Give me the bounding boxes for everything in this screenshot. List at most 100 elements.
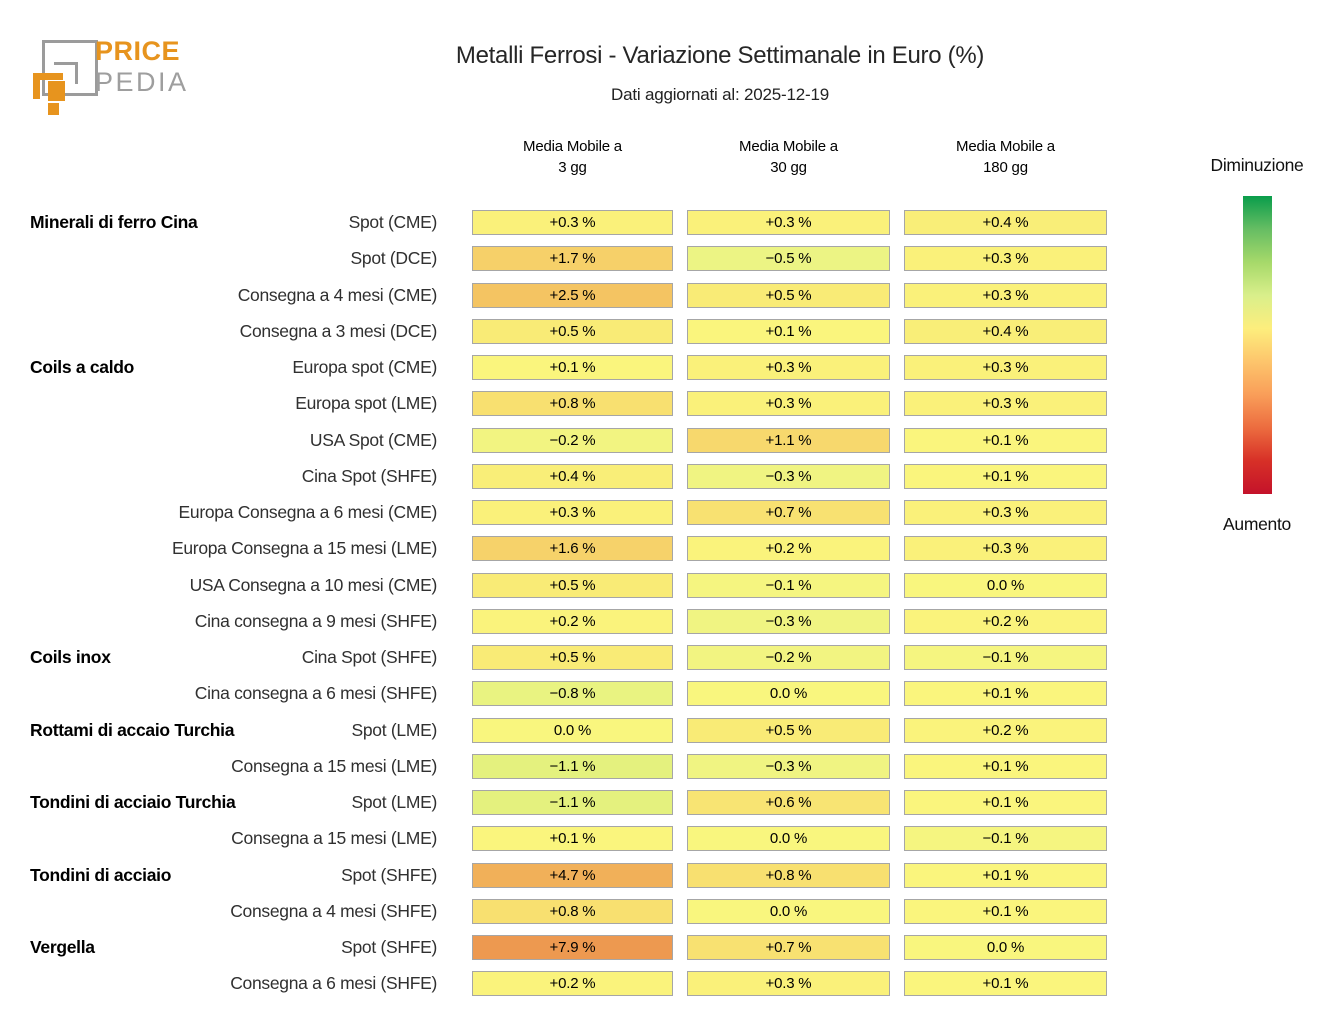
- table-row: Consegna a 15 mesi (LME) −1.1 % −0.3 % +0.1…: [30, 753, 1120, 779]
- row-label: Spot (CME): [348, 212, 438, 232]
- group-label: Vergella: [30, 937, 95, 957]
- chart-title: Metalli Ferrosi - Variazione Settimanale…: [455, 42, 985, 69]
- column-header: Media Mobile a 30 gg: [739, 138, 838, 176]
- heatmap-cell: −0.3 %: [687, 608, 890, 634]
- row-label: Cina Spot (SHFE): [301, 465, 438, 486]
- logo-orange-square: [48, 81, 65, 101]
- group-label: Tondini di acciaio: [30, 864, 172, 885]
- table-row: Tondini di acciaio Spot (SHFE) +4.7 % +0.8 …: [30, 862, 1120, 888]
- heatmap-cell: −0.1 %: [687, 572, 890, 598]
- group-label: Coils a caldo: [30, 357, 135, 377]
- heatmap-cell: +0.3 %: [904, 246, 1107, 272]
- table-row: Cina consegna a 9 mesi (SHFE) +0.2 % −0.3 …: [30, 608, 1120, 634]
- heatmap-cell: −0.1 %: [904, 826, 1107, 852]
- table-row: Consegna a 4 mesi (SHFE) +0.8 % 0.0 % +0.1 …: [30, 898, 1120, 924]
- row-label: Europa spot (LME): [295, 393, 437, 414]
- legend-gradient-bar: [1243, 196, 1272, 494]
- heatmap-cell: 0.0 %: [472, 717, 673, 743]
- heatmap-cell: +0.1 %: [687, 318, 890, 344]
- legend-label-decrease: Diminuzione: [1210, 155, 1304, 175]
- heatmap-cell: +0.5 %: [472, 645, 673, 670]
- logo-outer-square: [42, 40, 98, 96]
- heatmap-cell: 0.0 %: [904, 572, 1107, 598]
- logo-orange-bar-top: [33, 73, 63, 80]
- heatmap-cell: +0.1 %: [904, 898, 1107, 924]
- heatmap-cell: +0.5 %: [472, 318, 673, 344]
- logo-orange-bar-left: [33, 73, 40, 99]
- table-row: Europa Consegna a 15 mesi (LME) +1.6 % +0.…: [30, 536, 1120, 562]
- heatmap-cell: −0.3 %: [687, 463, 890, 489]
- table-row: Spot (DCE) +1.7 % −0.5 % +0.3 %: [30, 246, 1120, 272]
- heatmap-cell: +0.3 %: [904, 536, 1107, 562]
- table-row: USA Spot (CME) −0.2 % +1.1 % +0.1 %: [30, 427, 1120, 453]
- heatmap-cell: +0.3 %: [904, 355, 1107, 380]
- group-label: Coils inox: [30, 647, 111, 667]
- heatmap-cell: +0.3 %: [904, 500, 1107, 525]
- row-label: Consegna a 4 mesi (CME): [237, 284, 438, 305]
- table-row: Tondini di acciaio Turchia Spot (LME) −1.1…: [30, 790, 1120, 815]
- heatmap-cell: 0.0 %: [904, 935, 1107, 960]
- logo-word-price: PRICE: [95, 36, 181, 66]
- heatmap-cell: +0.3 %: [472, 500, 673, 525]
- heatmap-cell: +0.8 %: [472, 391, 673, 417]
- row-label: Consegna a 15 mesi (LME): [231, 828, 437, 849]
- heatmap-cell: +0.4 %: [904, 210, 1107, 235]
- heatmap-cell: −0.1 %: [904, 645, 1107, 670]
- heatmap-cell: +0.1 %: [904, 753, 1107, 779]
- legend-label-increase: Aumento: [1223, 514, 1291, 534]
- heatmap-table: Minerali di ferro Cina Spot (CME) +0.3 % +0…: [30, 0, 1120, 1020]
- row-label: Europa spot (CME): [292, 357, 437, 377]
- heatmap-cell: −0.8 %: [472, 681, 673, 707]
- heatmap-cell: +0.2 %: [472, 608, 673, 634]
- heatmap-cell: −0.5 %: [687, 246, 890, 272]
- row-label: Consegna a 6 mesi (SHFE): [230, 973, 437, 994]
- heatmap-cell: +0.4 %: [472, 463, 673, 489]
- row-label: Cina consegna a 6 mesi (SHFE): [194, 683, 438, 704]
- row-label: Spot (LME): [351, 792, 438, 812]
- table-row: Cina consegna a 6 mesi (SHFE) −0.8 % 0.0 %…: [30, 681, 1120, 707]
- heatmap-cell: +1.7 %: [472, 246, 673, 272]
- pricepedia-logo: PRICE PEDIA: [33, 34, 298, 126]
- table-row: Europa spot (LME) +0.8 % +0.3 % +0.3 %: [30, 391, 1120, 417]
- heatmap-cell: +0.3 %: [904, 391, 1107, 417]
- heatmap-cell: +0.1 %: [472, 826, 673, 852]
- heatmap-cell: +0.2 %: [687, 536, 890, 562]
- row-label: Consegna a 3 mesi (DCE): [239, 320, 438, 341]
- heatmap-cell: −0.2 %: [472, 427, 673, 453]
- heatmap-cell: +0.3 %: [687, 355, 890, 380]
- heatmap-cell: +0.5 %: [472, 572, 673, 598]
- heatmap-cell: −1.1 %: [472, 753, 673, 779]
- heatmap-cell: +1.1 %: [687, 427, 890, 453]
- heatmap-cell: +0.1 %: [904, 862, 1107, 888]
- pricepedia-logo-icon: [33, 36, 118, 124]
- table-row: Coils a caldo Europa spot (CME) +0.1 % +0.3…: [30, 355, 1120, 380]
- heatmap-cell: +0.3 %: [687, 210, 890, 235]
- row-label: Cina Spot (SHFE): [301, 647, 438, 667]
- row-label: Consegna a 15 mesi (LME): [231, 755, 437, 776]
- logo-text: PRICE PEDIA: [95, 38, 189, 96]
- column-header: Media Mobile a 180 gg: [956, 138, 1055, 176]
- heatmap-cell: −0.3 %: [687, 753, 890, 779]
- table-row: USA Consegna a 10 mesi (CME) +0.5 % −0.1 %…: [30, 572, 1120, 598]
- table-row: Minerali di ferro Cina Spot (CME) +0.3 % +0…: [30, 210, 1120, 235]
- logo-inner-corner: [54, 62, 78, 84]
- row-label: Europa Consegna a 6 mesi (CME): [178, 502, 438, 522]
- heatmap-cell: +1.6 %: [472, 536, 673, 562]
- row-label: Spot (DCE): [350, 248, 438, 269]
- heatmap-cell: +0.1 %: [904, 427, 1107, 453]
- heatmap-cell: +0.1 %: [472, 355, 673, 380]
- heatmap-cell: 0.0 %: [687, 826, 890, 852]
- chart-subtitle: Dati aggiornati al: 2025-12-19: [611, 85, 829, 104]
- row-label: Spot (SHFE): [341, 864, 437, 885]
- heatmap-cell: +0.5 %: [687, 717, 890, 743]
- heatmap-cell: +0.5 %: [687, 282, 890, 308]
- heatmap-cell: +0.8 %: [472, 898, 673, 924]
- heatmap-cell: +0.1 %: [904, 463, 1107, 489]
- heatmap-cell: +0.2 %: [472, 971, 673, 997]
- table-row: Rottami di accaio Turchia Spot (LME) 0.0 %…: [30, 717, 1120, 743]
- heatmap-cell: +0.8 %: [687, 862, 890, 888]
- table-row: Coils inox Cina Spot (SHFE) +0.5 % −0.2 % −0…: [30, 645, 1120, 670]
- heatmap-cell: +4.7 %: [472, 862, 673, 888]
